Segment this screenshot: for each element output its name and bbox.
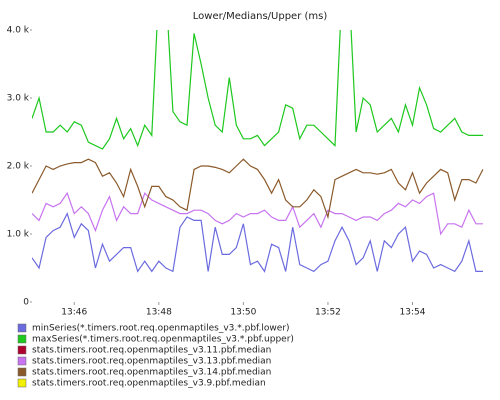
x-tick-label: 13:50 bbox=[230, 308, 256, 318]
legend-label: stats.timers.root.req.openmaptiles_v3.14… bbox=[32, 368, 271, 378]
legend-swatch bbox=[17, 367, 27, 377]
legend-swatch bbox=[17, 378, 27, 388]
x-tick-label: 13:52 bbox=[315, 308, 341, 318]
series-line bbox=[32, 191, 483, 236]
plot-area bbox=[32, 30, 484, 273]
series-line bbox=[32, 30, 483, 150]
x-tick-label: 13:54 bbox=[400, 308, 426, 318]
y-tick-label: 4.0 k bbox=[7, 26, 30, 36]
legend-swatch bbox=[17, 334, 27, 344]
x-tick-label: 13:48 bbox=[146, 308, 172, 318]
legend-swatch bbox=[17, 323, 27, 333]
legend-label: maxSeries(*.timers.root.req.openmaptiles… bbox=[32, 335, 294, 345]
y-tick-label: 1.0 k bbox=[7, 230, 30, 240]
legend-swatch bbox=[17, 356, 27, 366]
series-line bbox=[32, 212, 483, 273]
y-tick-label: 3.0 k bbox=[7, 94, 30, 104]
legend-swatch bbox=[17, 345, 27, 355]
legend-label: stats.timers.root.req.openmaptiles_v3.13… bbox=[32, 357, 271, 367]
legend-label: stats.timers.root.req.openmaptiles_v3.9.… bbox=[32, 379, 266, 389]
legend-label: stats.timers.root.req.openmaptiles_v3.11… bbox=[32, 346, 271, 356]
x-tick-label: 13:46 bbox=[61, 308, 87, 318]
chart-title: Lower/Medians/Upper (ms) bbox=[193, 11, 328, 22]
series-line bbox=[32, 158, 484, 220]
y-tick-label: 2.0 k bbox=[7, 162, 30, 172]
y-tick-label: 0 bbox=[23, 298, 29, 308]
legend-label: minSeries(*.timers.root.req.openmaptiles… bbox=[32, 324, 290, 334]
